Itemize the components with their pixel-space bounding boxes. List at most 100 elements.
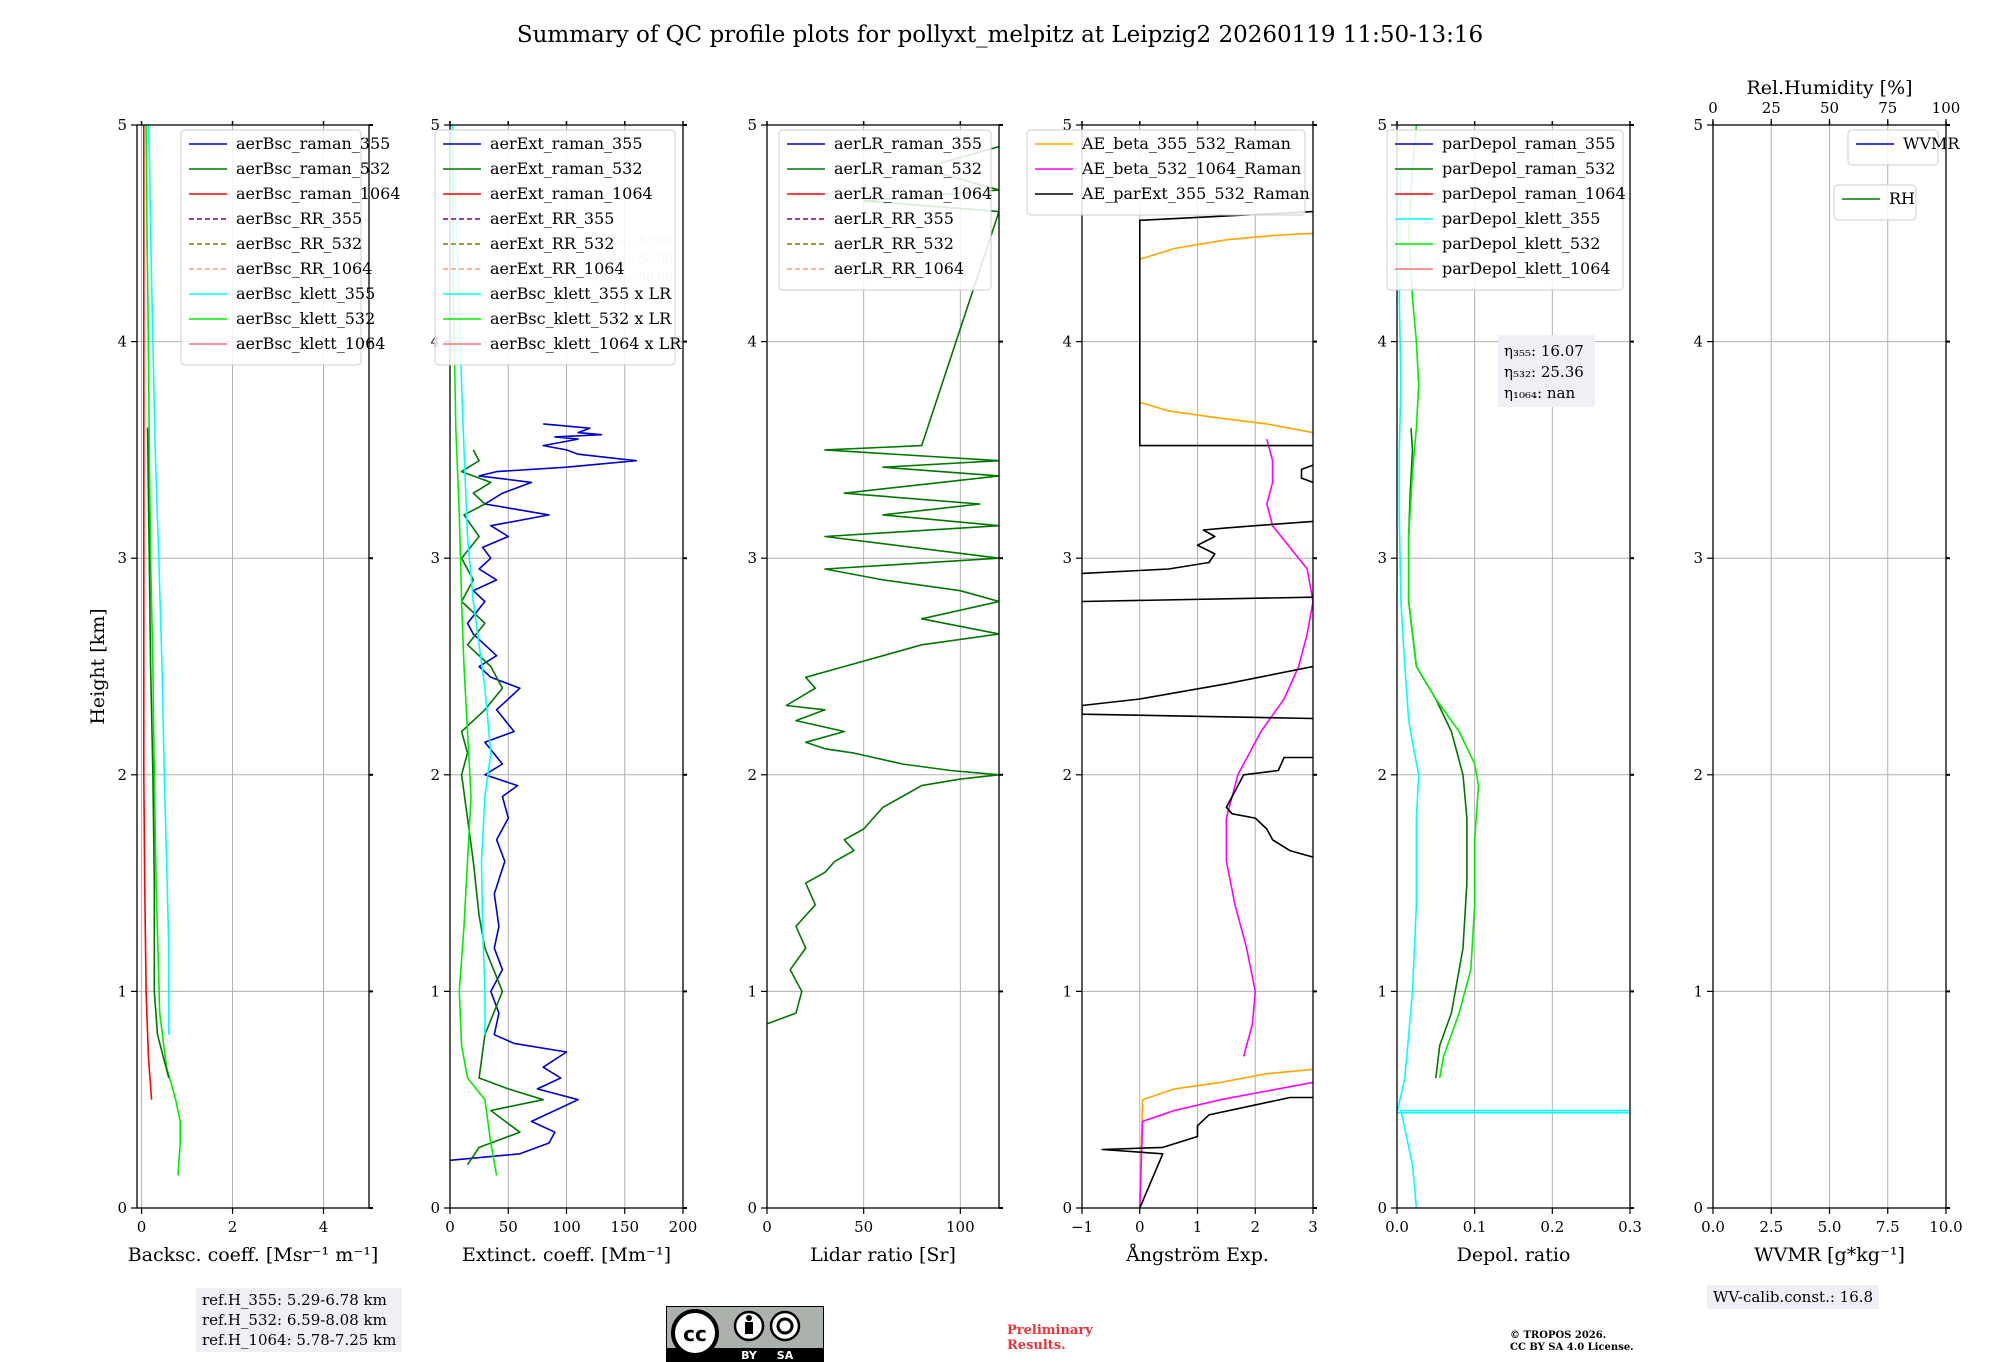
top-axis-label: Rel.Humidity [%] — [1746, 77, 1912, 99]
series-line-ae-parext-355-532-raman-cloud- — [1082, 665, 1313, 720]
x-tick-label: 1 — [1193, 1218, 1203, 1236]
legend-label: aerExt_raman_1064 — [490, 184, 653, 203]
series-group — [143, 125, 181, 1176]
y-tick-label: 1 — [1377, 982, 1387, 1000]
y-tick-label: 4 — [1062, 333, 1072, 351]
legend-label: aerExt_raman_355 — [490, 134, 643, 153]
y-tick-label: 1 — [747, 982, 757, 1000]
series-line-ae-parext-355-532-raman-3km- — [1082, 596, 1313, 603]
legend-box — [1847, 129, 1939, 166]
y-tick-label: 2 — [747, 766, 757, 784]
legend: parDepol_raman_355 parDepol_raman_532 parD… — [1386, 129, 1626, 291]
wv-calib-box: WV-calib.const.: 16.8 — [1707, 1285, 1880, 1309]
x-tick-label: 0.2 — [1540, 1218, 1564, 1236]
panel-bsc: 0 1 2 3 4 5 0 2 4 Backsc. coeff. [Msr⁻¹ m⁻¹] Heigh… — [87, 116, 401, 1266]
series-line-aerext-raman-532 — [460, 449, 545, 1166]
y-tick-label: 0 — [1377, 1199, 1387, 1217]
y-tick-label: 1 — [117, 982, 127, 1000]
legend-label: aerLR_RR_355 — [834, 209, 954, 228]
series-line-aerext-raman-355 — [450, 423, 638, 1162]
legend-label: RH — [1889, 189, 1915, 208]
top-x-tick-label: 25 — [1762, 99, 1781, 117]
series-line-ae-parext-355-532-raman — [1101, 1096, 1313, 1208]
y-tick-label: 5 — [747, 116, 757, 134]
x-axis-label: Lidar ratio [Sr] — [810, 1244, 956, 1266]
cc-license-badge: cc BY SA — [666, 1306, 824, 1362]
top-x-tick-label: 75 — [1878, 99, 1897, 117]
legend-label: aerBsc_klett_532 — [236, 309, 375, 328]
copyright-line-2: CC BY SA 4.0 License. — [1510, 1342, 1634, 1353]
legend: aerLR_raman_355 aerLR_raman_532 aerLR_rama… — [778, 129, 992, 291]
legend-rh: RH — [1833, 184, 1917, 221]
series-line-ae-beta-355-532-raman-top- — [1139, 232, 1313, 261]
legend-label: parDepol_klett_532 — [1442, 234, 1600, 253]
legend-label: parDepol_raman_1064 — [1442, 184, 1626, 203]
axes-frame — [766, 124, 1000, 1209]
x-tick-label: 0.0 — [1385, 1218, 1409, 1236]
legend-label: aerLR_RR_532 — [834, 234, 954, 253]
series-line-pardepol-klett-532 — [1407, 125, 1480, 1079]
legend-label: aerBsc_RR_532 — [236, 234, 362, 253]
wv-calib-text: WV-calib.const.: 16.8 — [1713, 1288, 1874, 1306]
x-tick-label: 0.3 — [1618, 1218, 1642, 1236]
legend: WVMR — [1847, 129, 1960, 166]
x-tick-label: 0.0 — [1701, 1218, 1725, 1236]
legend: AE_beta_355_532_Raman AE_beta_532_1064_Ra… — [1026, 129, 1310, 216]
reference-height-box: ref.H_355: 5.29-6.78 km ref.H_532: 6.59-… — [196, 1288, 403, 1352]
x-tick-label: 0 — [445, 1218, 455, 1236]
share-alike-icon — [769, 1310, 801, 1342]
y-tick-label: 1 — [1062, 982, 1072, 1000]
legend-box — [434, 129, 676, 366]
legend-label: parDepol_klett_1064 — [1442, 259, 1611, 278]
cc-text: cc — [683, 1322, 707, 1346]
eta-box — [1498, 335, 1595, 407]
series-line-ae-beta-355-532-raman — [1139, 1068, 1313, 1208]
x-tick-label: 200 — [669, 1218, 698, 1236]
x-tick-label: 50 — [854, 1218, 873, 1236]
y-tick-label: 3 — [1693, 549, 1703, 567]
legend-label: AE_beta_532_1064_Raman — [1081, 159, 1301, 178]
refh-532-text: ref.H_532: 6.59-8.08 km — [202, 1311, 387, 1329]
y-tick-label: 4 — [1693, 333, 1703, 351]
panel-ext: 012345050100150200Extinct. coeff. [Mm⁻¹]… — [430, 116, 697, 1266]
x-tick-label: 0 — [1135, 1218, 1145, 1236]
x-tick-label: 5.0 — [1818, 1218, 1842, 1236]
legend-label: aerExt_raman_532 — [490, 159, 643, 178]
y-tick-label: 3 — [747, 549, 757, 567]
legend-label: parDepol_raman_355 — [1442, 134, 1615, 153]
series-line-aerbsc-raman-1064 — [143, 125, 153, 1100]
legend-label: AE_beta_355_532_Raman — [1081, 134, 1291, 153]
x-axis-label: Backsc. coeff. [Msr⁻¹ m⁻¹] — [128, 1244, 379, 1266]
y-tick-label: 3 — [117, 549, 127, 567]
panel-depol: 0 1 2 3 4 5 0.0 0.1 0.2 0.3 Depol. ratio parDepol_r… — [1377, 116, 1641, 1266]
legend-label: aerExt_RR_355 — [490, 209, 614, 228]
x-axis-label: Extinct. coeff. [Mm⁻¹] — [462, 1244, 671, 1266]
y-tick-label: 5 — [1062, 116, 1072, 134]
x-tick-label: 3 — [1308, 1218, 1318, 1236]
legend-label: aerBsc_raman_532 — [236, 159, 390, 178]
y-tick-label: 3 — [1062, 549, 1072, 567]
legend-label: aerBsc_klett_355 — [236, 284, 375, 303]
x-tick-label: 2 — [228, 1218, 238, 1236]
legend-label: aerExt_RR_532 — [490, 234, 614, 253]
eta-line: η₅₃₂: 25.36 — [1504, 363, 1584, 381]
series-line-pardepol-raman-532 — [1407, 428, 1468, 1079]
y-tick-label: 4 — [747, 333, 757, 351]
x-tick-label: 2.5 — [1759, 1218, 1783, 1236]
x-tick-label: 10.0 — [1929, 1218, 1962, 1236]
preliminary-note: Preliminary Results. — [1007, 1323, 1093, 1353]
legend-label: aerLR_raman_355 — [834, 134, 982, 153]
cc-icon — [671, 1309, 719, 1357]
y-tick-label: 1 — [430, 982, 440, 1000]
copyright-note: © TROPOS 2026. CC BY SA 4.0 License. — [1510, 1330, 1634, 1354]
series-line-ae-parext-355-532-raman-mid- — [1225, 756, 1313, 858]
by-text: BY — [741, 1349, 758, 1362]
x-tick-label: 7.5 — [1876, 1218, 1900, 1236]
eta-line: η₁₀₆₄: nan — [1504, 384, 1575, 402]
x-tick-label: 0 — [762, 1218, 772, 1236]
legend-label: aerBsc_RR_1064 — [236, 259, 372, 278]
legend-box — [1833, 184, 1917, 221]
y-tick-label: 2 — [430, 766, 440, 784]
